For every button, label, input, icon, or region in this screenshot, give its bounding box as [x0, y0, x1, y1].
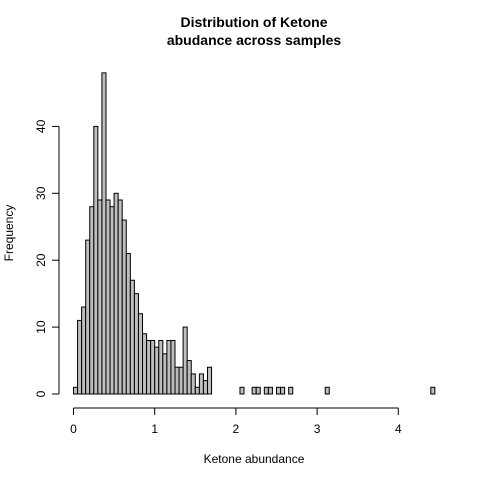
x-axis: 0 1 2 3 4 [70, 407, 402, 436]
histogram-bar-24 [170, 339, 176, 395]
x-tick-label-4: 4 [395, 422, 402, 436]
histogram-bar-20 [154, 346, 160, 395]
x-tick-label-1: 1 [151, 422, 158, 436]
histogram-bar-28 [186, 360, 192, 395]
y-tick-label-0: 0 [34, 390, 48, 397]
x-tick-label-0: 0 [70, 422, 77, 436]
histogram-bar-4 [89, 206, 95, 395]
histogram-bar-33 [206, 366, 213, 395]
histogram-bar-44 [251, 386, 257, 395]
histogram-bar-15 [133, 293, 139, 395]
histogram-bar-18 [146, 339, 152, 395]
histogram-bar-25 [174, 366, 180, 395]
histogram-bar-23 [166, 339, 172, 395]
histogram-bar-32 [202, 380, 208, 395]
histogram-bar-9 [109, 206, 115, 395]
histogram-bar-21 [158, 339, 164, 395]
histogram-bar-31 [198, 373, 204, 395]
histogram-bar-10 [113, 192, 119, 395]
histogram-bar-1 [77, 319, 83, 395]
histogram-bar-53 [288, 386, 294, 395]
histogram-bar-47 [263, 386, 269, 395]
histogram-bar-7 [101, 72, 107, 395]
x-tick-label-3: 3 [314, 422, 321, 436]
histogram-bar-30 [194, 386, 200, 395]
chart-title-line-2: abudance across samples [167, 32, 342, 48]
chart-title-line-1: Distribution of Ketone [181, 14, 328, 30]
histogram-bar-48 [267, 386, 273, 395]
histogram-bar-5 [93, 125, 99, 395]
histogram-bar-13 [125, 253, 131, 395]
histogram-bar-19 [150, 339, 156, 395]
x-tick-label-2: 2 [233, 422, 240, 436]
histogram-bar-88 [430, 386, 436, 395]
y-axis-label: Frequency [2, 205, 16, 262]
histogram-bar-22 [162, 353, 168, 395]
histogram-bar-51 [280, 386, 286, 395]
histogram-bar-2 [81, 306, 87, 395]
histogram-bar-12 [121, 219, 127, 395]
histogram-bar-41 [239, 386, 245, 395]
histogram-bar-extra-0 [324, 386, 330, 395]
y-tick-label-2: 20 [34, 253, 48, 267]
histogram-bar-16 [137, 313, 144, 395]
histogram-bar-45 [255, 386, 261, 395]
y-tick-label-4: 40 [34, 119, 48, 133]
histogram-bar-11 [117, 199, 123, 395]
histogram-bar-0 [73, 386, 79, 395]
histogram-bar-50 [276, 386, 282, 395]
histogram-bar-29 [190, 373, 196, 395]
y-tick-label-1: 10 [34, 320, 48, 334]
histogram-bar-26 [178, 366, 184, 395]
histogram-bar-27 [182, 326, 188, 395]
histogram-bar-6 [97, 199, 103, 395]
y-tick-label-3: 30 [34, 186, 48, 200]
histogram-bars [73, 72, 436, 395]
histogram-bar-8 [105, 199, 111, 395]
x-axis-label: Ketone abundance [204, 452, 305, 466]
histogram-bar-17 [142, 333, 148, 395]
histogram-bar-3 [85, 239, 91, 395]
histogram-bar-14 [129, 279, 135, 395]
y-axis: 0 10 20 30 40 [34, 119, 60, 397]
